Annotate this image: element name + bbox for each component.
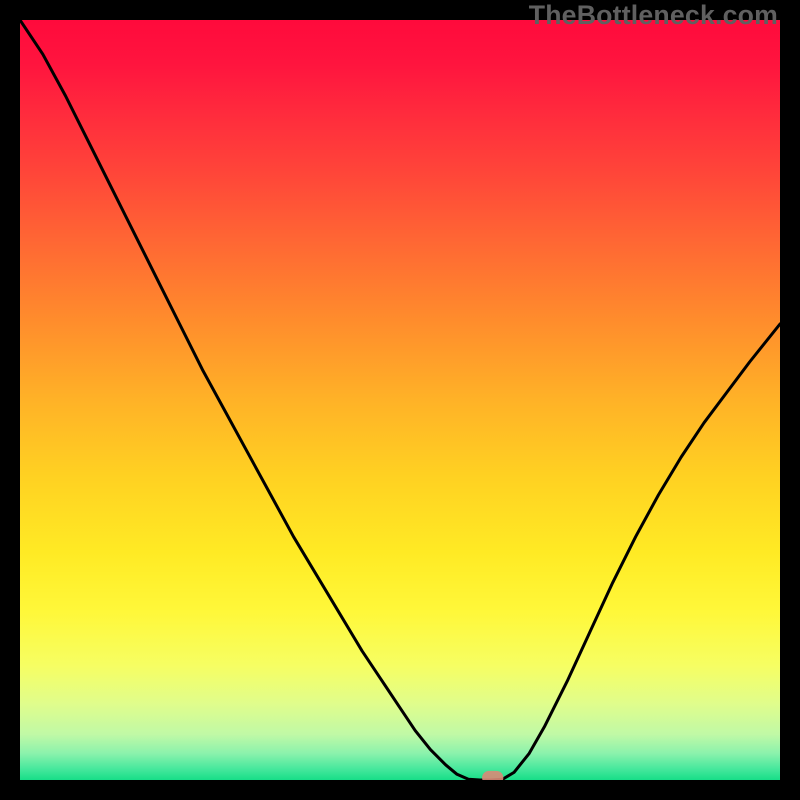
bottleneck-chart-svg bbox=[20, 20, 780, 780]
gradient-background bbox=[20, 20, 780, 780]
chart-frame: TheBottleneck.com bbox=[0, 0, 800, 800]
watermark-text: TheBottleneck.com bbox=[529, 0, 778, 31]
current-config-marker bbox=[482, 771, 503, 780]
plot-area bbox=[20, 20, 780, 780]
